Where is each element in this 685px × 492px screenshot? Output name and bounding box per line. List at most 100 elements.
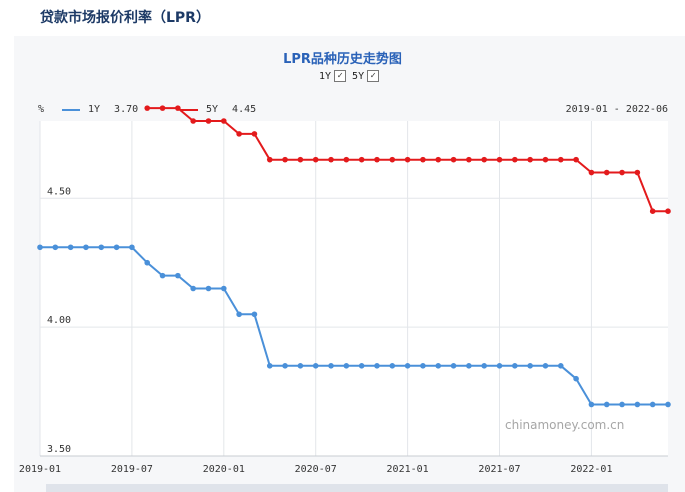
x-tick-label-1: 2019-07 [111, 464, 153, 475]
data-point-1y-32 [527, 363, 533, 369]
legend-line-1y [62, 108, 80, 111]
data-point-5y-27 [450, 156, 457, 163]
data-point-5y-20 [343, 156, 350, 163]
legend-name-5y: 5Y [206, 104, 219, 115]
x-tick-label-0: 2019-01 [19, 464, 61, 475]
toggle-1y[interactable]: 1Y ✓ [319, 70, 347, 82]
x-tick-label-4: 2021-01 [387, 464, 429, 475]
data-point-5y-39 [634, 169, 641, 176]
data-point-5y-17 [297, 156, 304, 163]
data-point-5y-35 [573, 156, 579, 163]
legend-item-5y: 5Y 4.45 [180, 104, 256, 115]
x-tick-label-6: 2022-01 [570, 464, 612, 475]
data-point-5y-28 [466, 156, 472, 163]
data-point-1y-20 [343, 363, 350, 369]
data-point-1y-10 [190, 285, 196, 292]
data-point-1y-35 [573, 375, 579, 382]
data-point-1y-4 [98, 244, 105, 251]
data-point-5y-11 [205, 118, 212, 124]
data-point-1y-12 [221, 285, 227, 292]
data-point-5y-26 [435, 156, 442, 163]
data-point-1y-34 [557, 363, 564, 369]
toggle-1y-label: 1Y [319, 70, 332, 82]
legend-item-1y: 1Y 3.70 [62, 104, 138, 115]
data-point-5y-10 [190, 118, 196, 124]
data-point-1y-2 [67, 244, 74, 251]
date-range: 2019-01 - 2022-06 [565, 104, 668, 115]
y-tick-label-0: 3.50 [47, 444, 71, 455]
data-point-1y-31 [512, 363, 518, 369]
data-point-5y-9 [175, 105, 181, 111]
data-point-5y-19 [328, 156, 334, 163]
data-point-1y-29 [481, 363, 487, 369]
y-tick-label-1: 4.00 [47, 315, 71, 326]
data-point-1y-18 [312, 363, 319, 369]
x-tick-label-5: 2021-07 [478, 464, 520, 475]
legend-value-5y: 4.45 [232, 104, 257, 115]
data-point-5y-36 [588, 169, 595, 176]
data-point-1y-9 [175, 272, 181, 279]
toggle-5y-label: 5Y [352, 70, 365, 82]
data-point-5y-38 [619, 169, 625, 176]
plot-area [40, 121, 668, 456]
data-point-1y-17 [297, 363, 304, 369]
data-point-1y-38 [619, 401, 625, 408]
watermark: chinamoney.com.cn [505, 418, 625, 432]
data-point-5y-24 [404, 156, 411, 163]
data-point-5y-30 [496, 156, 503, 163]
data-point-1y-15 [266, 363, 273, 369]
data-point-5y-41 [665, 208, 671, 214]
data-point-1y-14 [251, 311, 258, 318]
data-point-5y-40 [649, 208, 656, 214]
data-point-5y-33 [542, 156, 549, 163]
data-point-5y-14 [251, 131, 258, 137]
data-point-5y-21 [358, 156, 365, 163]
data-point-1y-22 [374, 363, 380, 369]
data-point-1y-40 [649, 401, 656, 408]
data-point-5y-13 [236, 131, 242, 137]
data-point-1y-30 [496, 363, 503, 369]
data-point-1y-1 [52, 244, 59, 251]
x-tick-label-2: 2020-01 [203, 464, 245, 475]
data-point-1y-8 [159, 272, 166, 279]
data-point-5y-12 [221, 118, 227, 124]
unit-label: % [38, 104, 45, 115]
legend-value-1y: 3.70 [114, 104, 139, 115]
data-point-1y-19 [328, 363, 334, 369]
data-point-5y-34 [557, 156, 564, 163]
y-tick-label-2: 4.50 [47, 186, 71, 197]
page-title: 贷款市场报价利率（LPR） [40, 10, 210, 26]
data-point-1y-6 [129, 244, 135, 251]
data-point-5y-29 [481, 156, 487, 163]
data-point-1y-28 [466, 363, 472, 369]
data-point-1y-24 [404, 363, 411, 369]
range-scrollbar[interactable] [46, 484, 668, 492]
data-point-1y-41 [665, 401, 671, 408]
toggle-1y-checkbox[interactable]: ✓ [334, 70, 347, 82]
x-tick-label-3: 2020-07 [295, 464, 337, 475]
data-point-1y-11 [205, 285, 212, 292]
data-point-1y-21 [358, 363, 365, 369]
chart-title: LPR品种历史走势图 [283, 52, 402, 67]
data-point-5y-37 [603, 169, 610, 176]
data-point-5y-23 [389, 156, 396, 163]
data-point-1y-5 [113, 244, 120, 251]
toggle-5y[interactable]: 5Y ✓ [352, 70, 380, 82]
data-point-5y-32 [527, 156, 533, 163]
data-point-1y-16 [282, 363, 288, 369]
data-point-5y-7 [144, 105, 151, 111]
legend-row: % 1Y 3.70 5Y 4.45 2019-01 - 2022-06 [38, 104, 668, 120]
legend-name-1y: 1Y [88, 104, 101, 115]
data-point-5y-22 [374, 156, 380, 163]
data-point-1y-13 [236, 311, 242, 318]
data-point-5y-25 [420, 156, 426, 163]
data-point-5y-31 [512, 156, 518, 163]
toggle-5y-checkbox[interactable]: ✓ [367, 70, 380, 82]
legend-line-5y [180, 108, 198, 111]
data-point-1y-0 [37, 244, 43, 251]
series-toggles: 1Y ✓ 5Y ✓ [319, 70, 380, 82]
data-point-1y-27 [450, 363, 457, 369]
data-point-1y-36 [588, 401, 595, 408]
